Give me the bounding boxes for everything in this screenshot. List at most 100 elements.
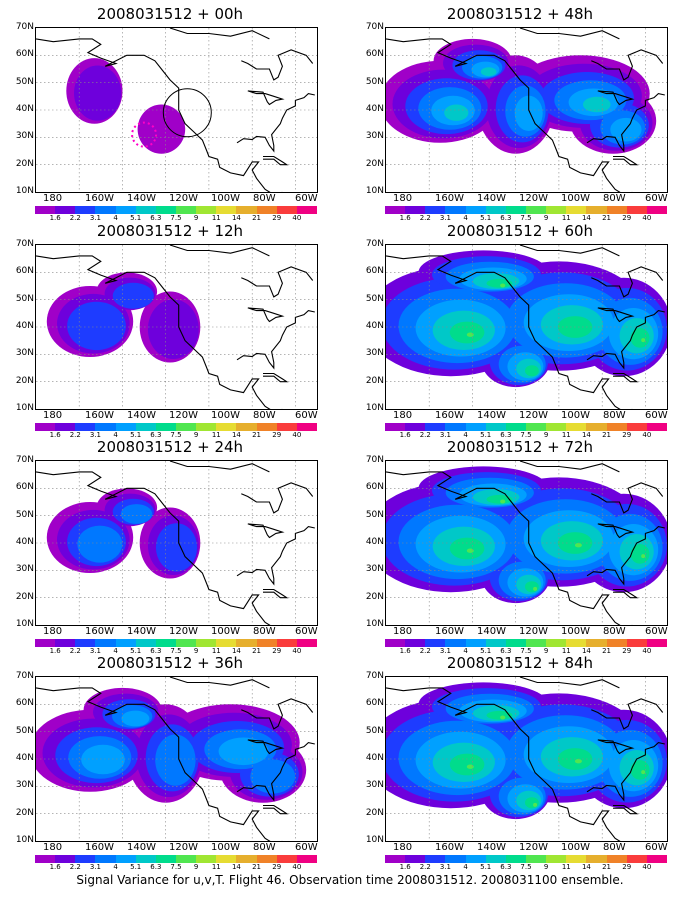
latitude-tick-label: 70N: [365, 455, 384, 465]
colorbar-swatch: [135, 855, 156, 863]
longitude-tick-label: 60W: [645, 410, 668, 421]
latitude-tick-label: 60N: [365, 49, 384, 60]
colorbar-label: 4: [463, 214, 468, 222]
colorbar-swatch: [216, 206, 237, 214]
colorbar-label: 6.3: [500, 863, 512, 871]
colorbar-label: 11: [211, 647, 221, 655]
variance-contour: [67, 301, 126, 351]
variance-contour: [218, 737, 269, 766]
colorbar-label: 9: [543, 647, 549, 655]
map-panel: 2008031512 + 48h 70N 60N 50N 40N 30N 20N 10N 180…: [350, 5, 690, 222]
colorbar-label: 6.3: [500, 214, 512, 222]
colorbar-swatch: [216, 639, 237, 647]
colorbar-label: 21: [252, 647, 262, 655]
colorbar-label: 6.3: [150, 431, 162, 439]
variance-contour: [147, 299, 199, 359]
colorbar-label: 40: [292, 214, 302, 222]
observation-region-circle: [162, 88, 212, 138]
colorbar-label: 4: [463, 431, 468, 439]
colorbar: [35, 855, 317, 863]
map-plot-area: [385, 460, 668, 626]
colorbar-swatch: [626, 206, 647, 214]
colorbar-label: 2.2: [69, 647, 81, 655]
colorbar-label: 3.1: [89, 863, 101, 871]
longitude-tick-label: 120W: [519, 410, 548, 421]
colorbar-swatch: [546, 855, 567, 863]
colorbar-swatch: [35, 639, 56, 647]
colorbar-swatch: [385, 639, 406, 647]
latitude-tick-label: 30N: [365, 780, 384, 791]
colorbar-label: 4: [113, 863, 118, 871]
colorbar-swatch: [155, 423, 176, 431]
colorbar-label: 40: [292, 647, 302, 655]
coastline: [613, 804, 639, 815]
colorbar-label: 7.5: [170, 647, 182, 655]
colorbar-label: 3.1: [439, 431, 451, 439]
longitude-tick-label: 140W: [477, 410, 506, 421]
colorbar-swatch: [175, 423, 197, 431]
colorbar-swatch: [35, 423, 56, 431]
latitude-tick-label: 30N: [15, 564, 34, 575]
colorbar-label: 21: [602, 214, 612, 222]
colorbar-swatch: [75, 855, 96, 863]
colorbar-label: 7.5: [170, 863, 182, 871]
colorbar-swatch: [115, 639, 136, 647]
map-plot-area: [35, 27, 318, 193]
coastline: [247, 523, 285, 539]
variance-contour: [74, 65, 122, 121]
colorbar-label: 29: [622, 214, 632, 222]
colorbar-swatch: [425, 423, 446, 431]
colorbar-swatch: [35, 855, 56, 863]
variance-contour: [137, 104, 186, 154]
coastline: [386, 255, 633, 409]
colorbar-swatch: [566, 639, 587, 647]
latitude-tick-label: 50N: [365, 509, 384, 520]
colorbar-swatch: [546, 206, 567, 214]
variance-field-svg: [386, 245, 667, 409]
colorbar-swatch: [115, 423, 136, 431]
coastline: [236, 526, 315, 586]
colorbar-label: 29: [272, 647, 282, 655]
latitude-tick-label: 10N: [365, 186, 384, 196]
map-plot-area: [35, 676, 318, 842]
colorbar-swatch: [586, 855, 607, 863]
latitude-tick-label: 70N: [15, 22, 34, 32]
colorbar-swatch: [236, 423, 257, 431]
colorbar-label: 21: [602, 863, 612, 871]
colorbar-swatch: [75, 206, 96, 214]
coastline: [236, 93, 315, 153]
variance-contour: [630, 328, 650, 348]
map-plot-area: [385, 27, 668, 193]
latitude-tick-label: 20N: [365, 591, 384, 602]
coastline: [169, 461, 270, 473]
colorbar-swatch: [236, 639, 257, 647]
colorbar-label: 14: [581, 863, 591, 871]
colorbar-label: 29: [622, 431, 632, 439]
variance-contour: [630, 544, 650, 564]
longitude-tick-label: 180: [43, 842, 63, 853]
colorbar-swatch: [505, 855, 526, 863]
latitude-tick-label: 50N: [365, 725, 384, 736]
colorbar-swatch: [115, 855, 136, 863]
variance-contour: [449, 537, 485, 560]
colorbar-swatch: [236, 855, 257, 863]
colorbar-swatch: [276, 639, 297, 647]
variance-field-svg: [36, 677, 317, 841]
longitude-tick-label: 120W: [169, 842, 198, 853]
longitude-tick-label: 80W: [603, 626, 626, 637]
latitude-tick-label: 10N: [365, 619, 384, 629]
map-panel: 2008031512 + 72h 70N 60N 50N 40N 30N 20N 10N 180…: [350, 438, 690, 655]
colorbar-swatch: [445, 639, 466, 647]
longitude-tick-label: 160W: [435, 842, 464, 853]
colorbar-label: 3.1: [89, 647, 101, 655]
colorbar-label: 2.2: [419, 214, 431, 222]
colorbar-label: 4: [113, 214, 118, 222]
variance-contour: [449, 753, 485, 776]
variance-contour: [533, 802, 538, 807]
latitude-tick-label: 40N: [15, 321, 34, 331]
coastline: [386, 471, 633, 625]
longitude-tick-label: 180: [393, 193, 413, 204]
panel-title: 2008031512 + 36h: [96, 654, 244, 672]
coastline: [236, 742, 315, 802]
colorbar-swatch: [35, 206, 56, 214]
